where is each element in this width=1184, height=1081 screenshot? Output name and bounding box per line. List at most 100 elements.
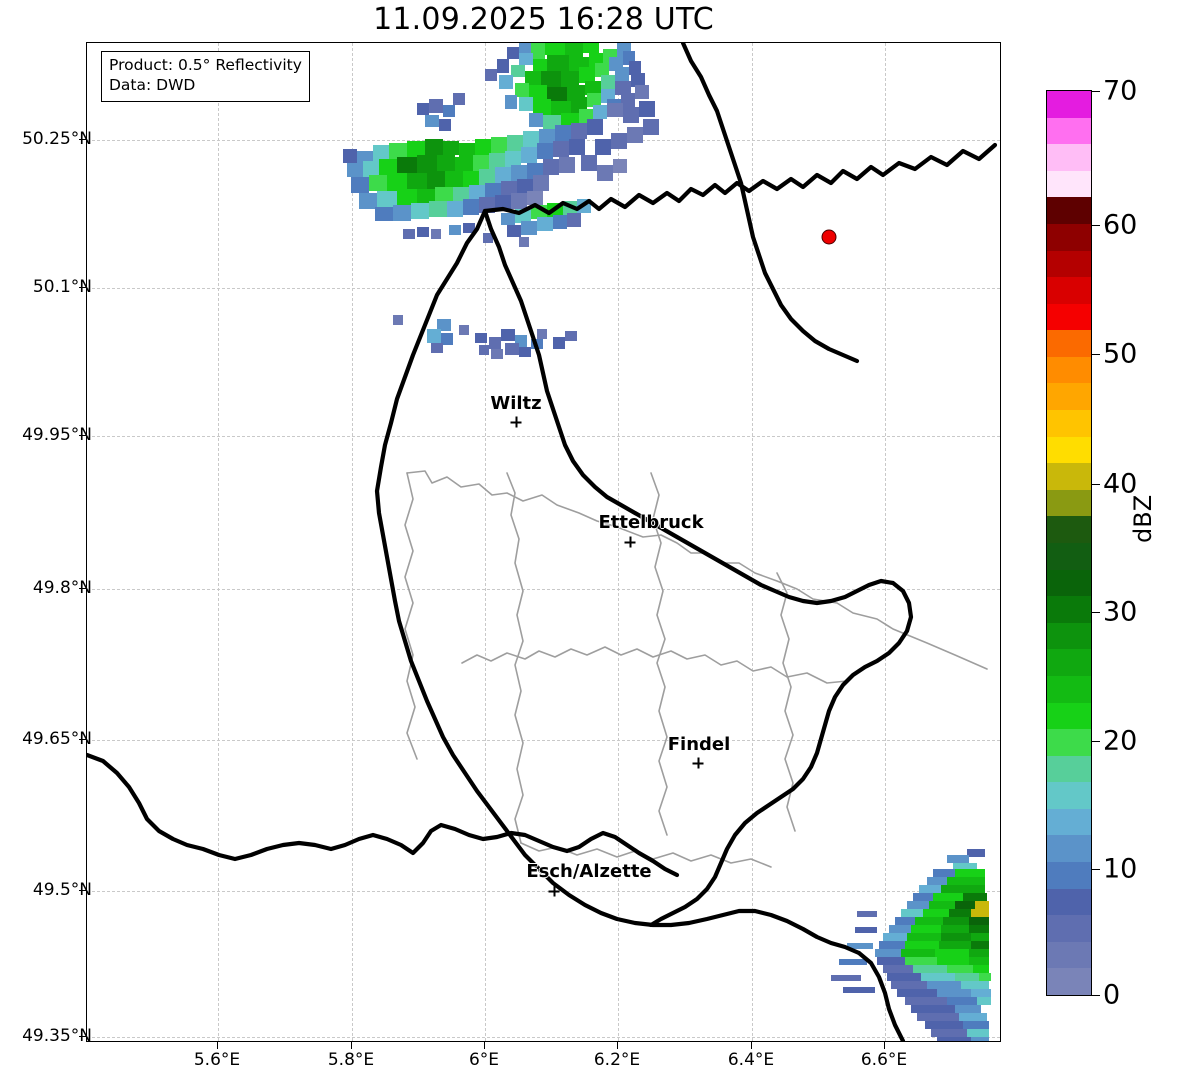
colorbar-segment [1047, 940, 1091, 969]
city-marker-esch-alzette [548, 885, 560, 897]
xtick-label-66: 6.6°E [860, 1050, 908, 1070]
cbar-tick-label-70: 70 [1103, 75, 1138, 107]
colorbar-segment [1047, 196, 1091, 224]
ytick-mark-498 [79, 588, 86, 589]
city-marker-findel [692, 757, 704, 769]
ytick-mark-4935 [79, 1036, 86, 1037]
product-info-box: Product: 0.5° Reflectivity Data: DWD [101, 51, 310, 102]
colorbar-segment [1047, 276, 1091, 304]
colorbar-segment [1047, 701, 1091, 730]
ytick-mark-4965 [79, 739, 86, 740]
colorbar-segment [1047, 435, 1091, 464]
xtick-mark-66 [884, 1042, 885, 1049]
cbar-tick-label-0: 0 [1103, 979, 1121, 1011]
north-echo-cluster [343, 43, 659, 221]
city-label-findel: Findel [667, 734, 731, 755]
cbar-tick-label-20: 20 [1103, 725, 1138, 757]
colorbar-segment [1047, 834, 1091, 863]
colorbar-segment [1047, 887, 1091, 916]
xtick-mark-58 [351, 1042, 352, 1049]
ytick-mark-4995 [79, 435, 86, 436]
map-borders-layer [87, 43, 998, 1041]
colorbar-segment [1047, 249, 1091, 278]
colorbar-segment [1047, 222, 1091, 251]
central-north-speckle [393, 315, 577, 359]
xtick-mark-60 [484, 1042, 485, 1049]
cbar-tick-mark-40 [1092, 484, 1100, 485]
ytick-label-495: 49.5°N [32, 880, 92, 900]
gridline-lat-501 [87, 288, 1000, 289]
colorbar-segment [1047, 568, 1091, 597]
page-title: 11.09.2025 16:28 UTC [373, 2, 714, 37]
city-marker-wiltz [510, 416, 522, 428]
xtick-label-60: 6°E [468, 1050, 500, 1070]
ytick-label-4965: 49.65°N [22, 729, 92, 749]
colorbar-segment [1047, 462, 1091, 490]
colorbar-segment [1047, 595, 1091, 623]
map-clip: Wiltz Ettelbruck Findel Esch/Alzette Pro… [87, 43, 1000, 1041]
xtick-label-56: 5.6°E [193, 1050, 241, 1070]
gridline-lat-495 [87, 891, 1000, 892]
colorbar-segment [1047, 329, 1091, 357]
xtick-label-58: 5.8°E [327, 1050, 375, 1070]
gridline-lat-4995 [87, 436, 1000, 437]
ytick-label-5025: 50.25°N [22, 129, 92, 149]
ytick-label-501: 50.1°N [32, 277, 92, 297]
southeast-echo-cluster [831, 849, 991, 1041]
cbar-tick-mark-60 [1092, 225, 1100, 226]
ytick-label-498: 49.8°N [32, 578, 92, 598]
colorbar-segment [1047, 143, 1091, 171]
colorbar-segment [1047, 408, 1091, 437]
colorbar-segment [1047, 621, 1091, 650]
ytick-mark-501 [79, 287, 86, 288]
colorbar-segment [1047, 914, 1091, 942]
gridline-lon-58 [352, 43, 353, 1041]
cbar-tick-label-60: 60 [1103, 209, 1138, 241]
colorbar-segment [1047, 541, 1091, 570]
gridline-lon-60 [485, 43, 486, 1041]
colorbar-segment [1047, 382, 1091, 411]
colorbar-segment [1047, 728, 1091, 756]
colorbar-segment [1047, 355, 1091, 384]
colorbar-segment [1047, 860, 1091, 889]
colorbar-segment [1047, 807, 1091, 836]
data-source-line: Data: DWD [109, 75, 196, 94]
cbar-tick-mark-50 [1092, 354, 1100, 355]
gridline-lon-66 [885, 43, 886, 1041]
cbar-tick-label-40: 40 [1103, 468, 1138, 500]
colorbar-segment [1047, 674, 1091, 703]
map-plot-area[interactable]: Wiltz Ettelbruck Findel Esch/Alzette Pro… [86, 42, 1001, 1042]
colorbar-segment [1047, 302, 1091, 331]
gridline-lon-62 [618, 43, 619, 1041]
ytick-mark-495 [79, 890, 86, 891]
xtick-mark-62 [617, 1042, 618, 1049]
cbar-tick-label-50: 50 [1103, 338, 1138, 370]
cbar-tick-mark-10 [1092, 869, 1100, 870]
city-label-ettelbruck: Ettelbruck [598, 512, 704, 533]
colorbar-segment [1047, 648, 1091, 676]
city-label-wiltz: Wiltz [490, 393, 542, 414]
radar-reflectivity-layer [343, 43, 991, 1041]
ytick-label-4935: 49.35°N [22, 1026, 92, 1046]
cbar-tick-label-30: 30 [1103, 596, 1138, 628]
national-borders [87, 43, 998, 1041]
radar-station-dot-icon[interactable] [821, 229, 837, 245]
colorbar[interactable] [1046, 90, 1092, 996]
colorbar-segment [1047, 116, 1091, 145]
ytick-mark-5025 [79, 139, 86, 140]
gridline-lon-64 [752, 43, 753, 1041]
colorbar-segment [1047, 967, 1091, 995]
gridline-lon-56 [218, 43, 219, 1041]
xtick-mark-56 [217, 1042, 218, 1049]
product-info-line: Product: 0.5° Reflectivity [109, 56, 302, 74]
xtick-mark-64 [751, 1042, 752, 1049]
cbar-tick-mark-0 [1092, 995, 1100, 996]
cbar-tick-label-10: 10 [1103, 853, 1138, 885]
colorbar-segment [1047, 781, 1091, 809]
colorbar-segment [1047, 754, 1091, 783]
gridline-lat-498 [87, 589, 1000, 590]
ytick-label-4995: 49.95°N [22, 425, 92, 445]
xtick-label-62: 6.2°E [593, 1050, 641, 1070]
gridline-lat-4965 [87, 740, 1000, 741]
